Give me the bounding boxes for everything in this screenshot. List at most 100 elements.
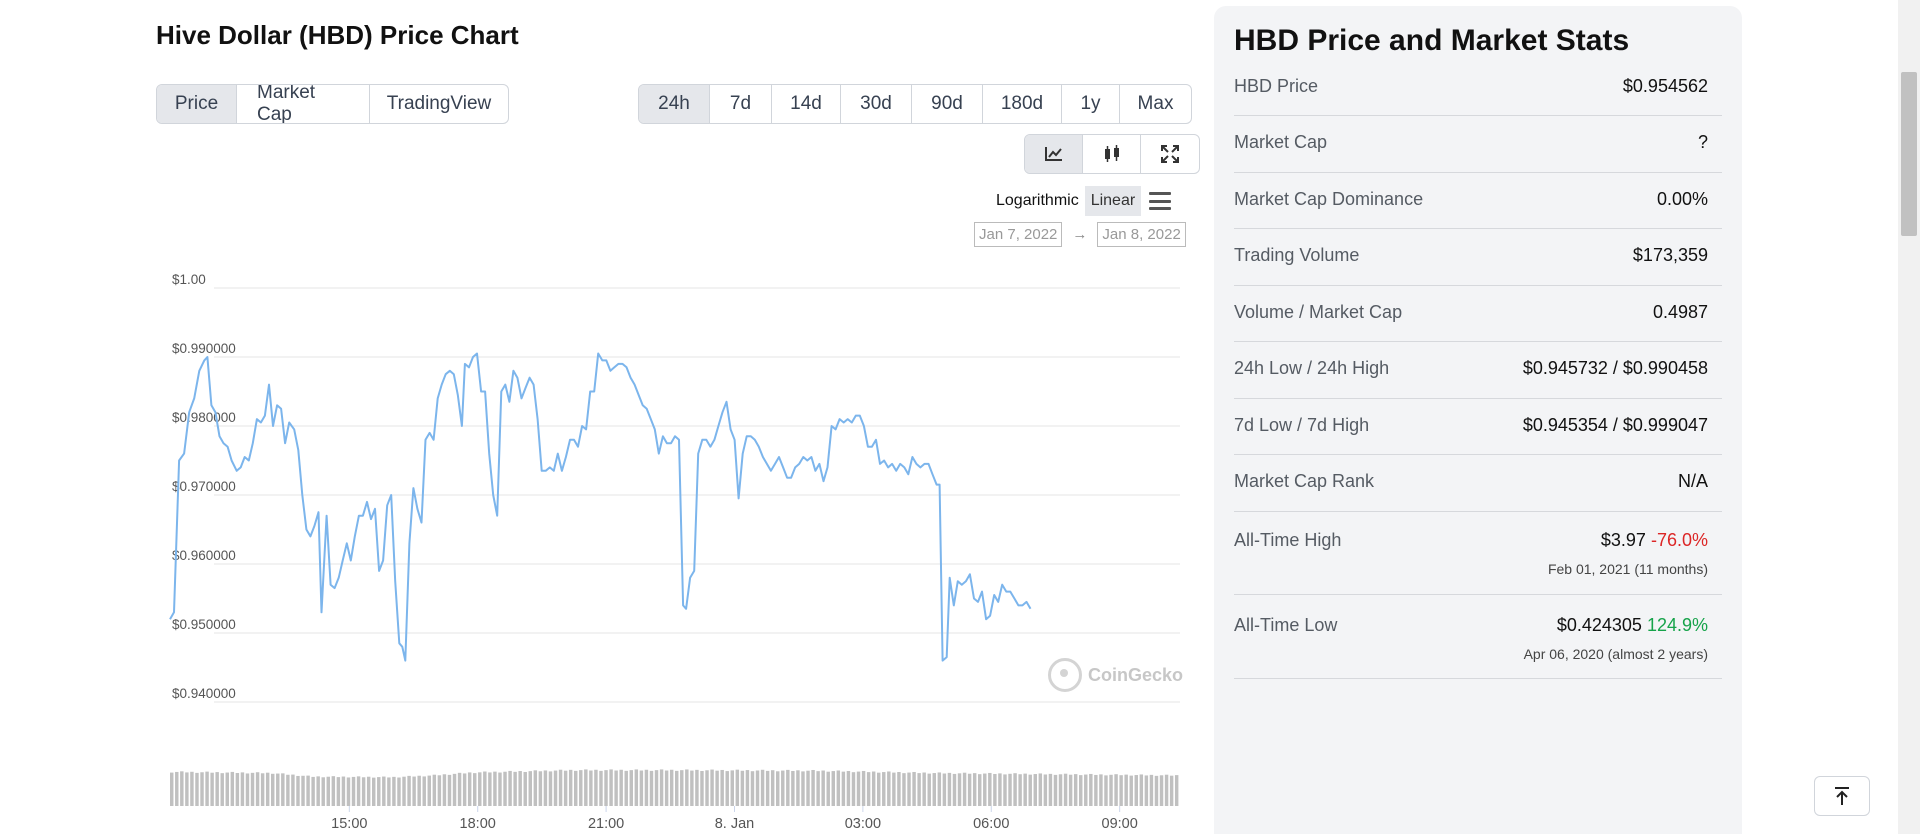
range-90d[interactable]: 90d	[912, 85, 983, 123]
volume-bar	[816, 771, 820, 806]
volume-bar	[972, 773, 977, 806]
volume-bar	[907, 772, 911, 806]
volume-bar	[983, 773, 987, 806]
volume-bar	[659, 769, 664, 806]
chart-menu-icon[interactable]	[1149, 192, 1172, 210]
volume-bar	[190, 771, 194, 806]
time-range-tabs: 24h 7d 14d 30d 90d 180d 1y Max	[638, 84, 1192, 124]
stat-value: ?	[1697, 132, 1708, 152]
volume-bar	[361, 777, 366, 806]
ath-value: $3.97	[1600, 529, 1646, 550]
chart-type-tabs: Price Market Cap TradingView	[156, 84, 509, 124]
atl-change: 124.9%	[1646, 614, 1708, 635]
volume-bar	[170, 772, 174, 806]
volume-bar	[518, 771, 522, 806]
volume-bar	[1149, 774, 1154, 806]
volume-bar	[326, 776, 330, 806]
tab-price[interactable]: Price	[157, 85, 237, 123]
volume-bar	[765, 770, 770, 806]
volume-bar	[1139, 774, 1144, 806]
volume-bar	[649, 770, 654, 806]
volume-bar	[422, 776, 426, 806]
volume-bar	[685, 769, 689, 806]
volume-bar	[311, 776, 315, 806]
volume-bar	[1018, 774, 1022, 806]
volume-bar	[887, 771, 891, 806]
volume-bar	[331, 776, 336, 806]
x-tick-label: 09:00	[1102, 816, 1138, 832]
date-range: Jan 7, 2022 → Jan 8, 2022	[974, 222, 1186, 247]
scroll-to-top-button[interactable]	[1814, 776, 1870, 816]
stat-row: HBD Price $0.954562	[1234, 62, 1722, 116]
stat-value: 0.00%	[1656, 188, 1708, 209]
volume-bar	[609, 769, 613, 806]
ath-date: Feb 01, 2021 (11 months)	[1547, 560, 1708, 577]
price-chart[interactable]: $1.00 $0.990000 $0.980000 $0.970000 $0.96000…	[156, 260, 1196, 834]
volume-bar	[225, 772, 229, 806]
volume-bar	[281, 773, 285, 806]
volume-bar	[715, 770, 719, 806]
volume-bar	[437, 775, 442, 806]
arrow-up-icon	[1835, 787, 1849, 805]
volume-bar	[897, 772, 901, 806]
volume-bar	[1063, 773, 1068, 806]
fullscreen-icon[interactable]	[1141, 135, 1199, 173]
stat-label: 24h Low / 24h High	[1234, 358, 1390, 378]
range-30d[interactable]: 30d	[841, 85, 912, 123]
volume-bar	[1003, 774, 1007, 806]
volume-bar	[346, 777, 351, 806]
tab-market-cap[interactable]: Market Cap	[237, 85, 370, 123]
volume-bar	[877, 772, 881, 806]
volume-bar	[488, 772, 492, 806]
stat-value: $0.954562	[1622, 76, 1708, 96]
atl-label: All-Time Low	[1234, 614, 1338, 635]
line-chart-icon[interactable]	[1025, 135, 1083, 173]
volume-bar	[1134, 775, 1138, 806]
volume-bar	[1099, 774, 1103, 806]
tab-tradingview[interactable]: TradingView	[386, 93, 492, 114]
scale-logarithmic[interactable]: Logarithmic	[996, 192, 1079, 209]
volume-bar	[710, 769, 714, 806]
chart-title: Hive Dollar (HBD) Price Chart	[156, 20, 519, 50]
scrollbar-thumb[interactable]	[1901, 72, 1917, 236]
volume-bar	[1164, 774, 1169, 806]
date-from-input[interactable]: Jan 7, 2022	[974, 222, 1063, 247]
range-7d[interactable]: 7d	[710, 85, 772, 123]
volume-bar	[912, 771, 916, 806]
volume-bar	[1028, 774, 1032, 806]
volume-bar	[563, 770, 568, 806]
volume-bar	[220, 773, 224, 806]
date-to-input[interactable]: Jan 8, 2022	[1097, 222, 1186, 247]
stat-row: 24h Low / 24h High $0.945732 / $0.990458	[1234, 342, 1722, 399]
volume-bar	[377, 777, 381, 806]
stat-row: Market Cap Dominance 0.00%	[1234, 173, 1722, 229]
volume-bar	[604, 770, 608, 806]
volume-bar	[735, 769, 740, 806]
y-tick-label: $0.970000	[172, 479, 236, 494]
range-1y[interactable]: 1y	[1062, 85, 1120, 123]
range-24h[interactable]: 24h	[639, 85, 710, 123]
range-max[interactable]: Max	[1137, 93, 1174, 114]
volume-bar	[866, 772, 871, 806]
volume-bar	[341, 776, 346, 806]
volume-bar	[543, 770, 548, 806]
volume-bar	[366, 776, 371, 806]
volume-bar	[902, 773, 906, 806]
volume-bar	[265, 772, 270, 806]
page-scrollbar[interactable]	[1898, 0, 1920, 834]
volume-bar	[1073, 774, 1078, 806]
range-14d[interactable]: 14d	[772, 85, 841, 123]
scale-linear[interactable]: Linear	[1084, 186, 1142, 216]
volume-bar	[669, 769, 674, 806]
volume-bar	[271, 773, 275, 806]
volume-bar	[478, 772, 482, 806]
price-series-line[interactable]	[169, 352, 1032, 662]
volume-bar	[372, 777, 376, 806]
volume-bar	[796, 770, 800, 806]
candlestick-icon[interactable]	[1083, 135, 1141, 173]
volume-bar	[836, 770, 841, 806]
range-180d[interactable]: 180d	[983, 85, 1062, 123]
atl-value: $0.424305	[1556, 614, 1642, 635]
volume-bar	[922, 772, 926, 806]
volume-bar	[675, 770, 679, 806]
